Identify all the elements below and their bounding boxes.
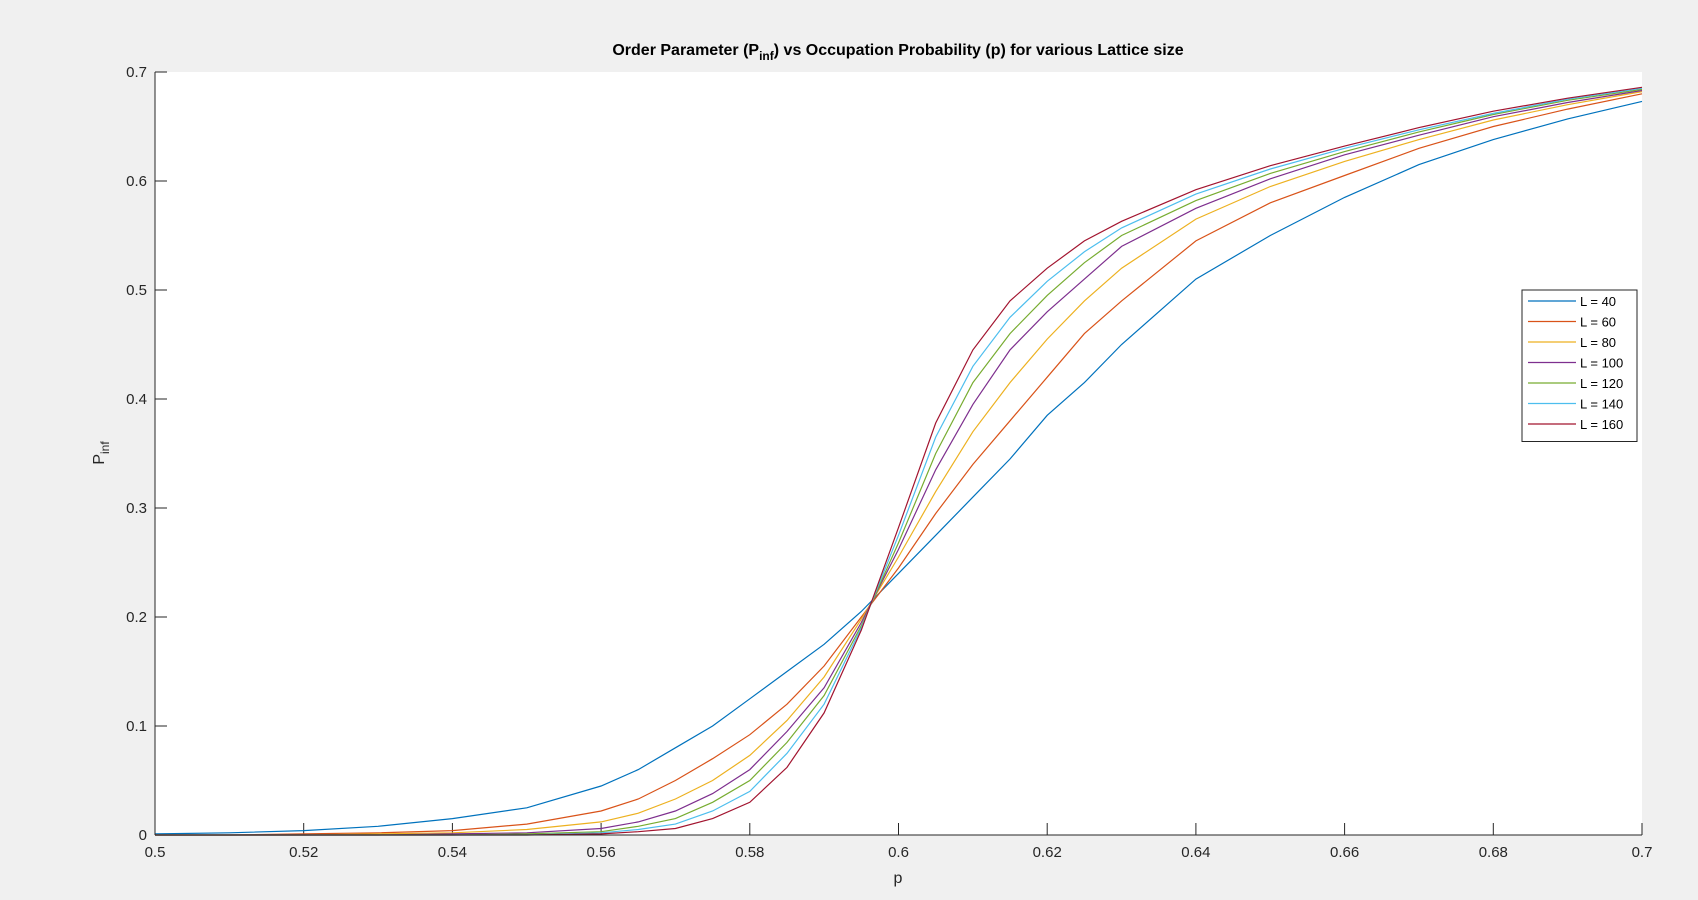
- series-line-1: [155, 93, 1643, 836]
- x-axis: 0.5 0.52 0.54 0.56 0.58 0.6 0.62 0.64 0.66 0.68 0.…: [145, 823, 1653, 861]
- x-tick-label: 0.54: [438, 844, 467, 861]
- legend-label: L = 80: [1580, 335, 1616, 350]
- x-tick-label: 0.5: [145, 844, 166, 861]
- legend-label: L = 40: [1580, 294, 1616, 309]
- x-tick-label: 0.52: [289, 844, 318, 861]
- y-tick-label: 0.4: [126, 391, 147, 408]
- plot-area: [155, 72, 1642, 835]
- legend-label: L = 100: [1580, 356, 1623, 371]
- y-tick-label: 0.6: [126, 173, 147, 190]
- y-tick-label: 0.3: [126, 500, 147, 517]
- x-tick-label: 0.6: [888, 844, 909, 861]
- legend-label: L = 120: [1580, 376, 1623, 391]
- legend-box: [1521, 289, 1638, 442]
- y-tick-label: 0: [139, 827, 147, 844]
- x-tick-label: 0.7: [1632, 844, 1653, 861]
- legend[interactable]: L = 40 L = 60 L = 80 L = 100 L = 120 L = 140 L…: [1521, 289, 1638, 442]
- x-tick-label: 0.56: [586, 844, 615, 861]
- x-tick-label: 0.68: [1479, 844, 1508, 861]
- legend-label: L = 60: [1580, 315, 1616, 330]
- x-tick-label: 0.62: [1033, 844, 1062, 861]
- x-axis-label: p: [894, 870, 903, 887]
- x-tick-label: 0.58: [735, 844, 764, 861]
- y-axis-label: Pinf: [91, 441, 112, 465]
- series-line-3: [155, 89, 1643, 836]
- x-tick-label: 0.64: [1181, 844, 1210, 861]
- y-tick-label: 0.2: [126, 609, 147, 626]
- y-axis-label-subscript: inf: [98, 441, 112, 454]
- chart-title-rest: ) vs Occupation Probability (p) for vari…: [774, 42, 1184, 59]
- legend-label: L = 160: [1580, 417, 1623, 432]
- y-tick-label: 0.1: [126, 718, 147, 735]
- chart-title: Order Parameter (Pinf) vs Occupation Pro…: [612, 42, 1183, 63]
- series-line-2: [155, 91, 1643, 836]
- y-axis: 0 0.1 0.2 0.3 0.4 0.5 0.6 0.7: [126, 64, 167, 844]
- legend-label: L = 140: [1580, 397, 1623, 412]
- y-tick-label: 0.5: [126, 282, 147, 299]
- x-tick-label: 0.66: [1330, 844, 1359, 861]
- chart-title-subscript: inf: [759, 49, 775, 63]
- y-tick-label: 0.7: [126, 64, 147, 81]
